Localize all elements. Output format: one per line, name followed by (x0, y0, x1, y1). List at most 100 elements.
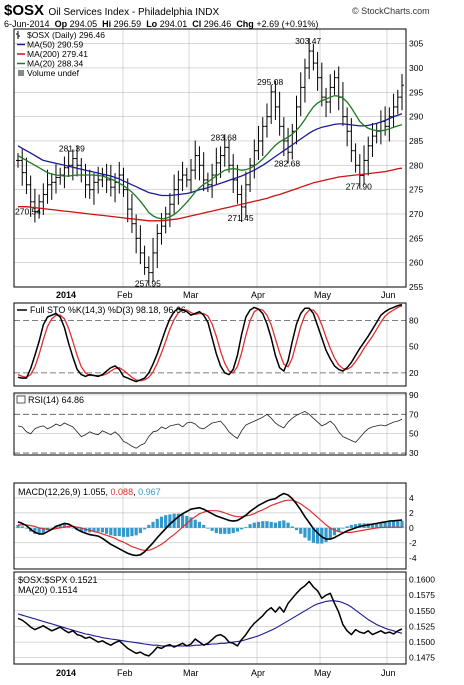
macd-hist-bar (244, 527, 248, 528)
ma20-legend-label: MA(20) 288.34 (27, 59, 83, 69)
macd-hist-bar (324, 527, 328, 543)
macd-hist-bar (375, 523, 379, 528)
price-annotation: 271.45 (228, 213, 254, 223)
macd-hist-bar (311, 527, 315, 543)
ma50-line (17, 113, 403, 197)
macd-hist-bar (92, 527, 96, 532)
rsi-panel (13, 392, 407, 456)
macd-hist-bar (105, 527, 109, 534)
macd-hist-bar (303, 527, 307, 538)
macd-hist-bar (71, 527, 75, 529)
x-tick-label: 2014 (56, 668, 76, 678)
y-tick-label: 265 (409, 233, 423, 243)
price-annotation: 283.68 (211, 132, 237, 142)
price-annotation: 303.47 (295, 36, 321, 46)
macd-hist-bar (240, 527, 244, 530)
macd-hist-value: 0.967 (138, 487, 161, 497)
x-tick-label: May (314, 290, 332, 300)
index-name: Oil Services Index - Philadelphia INDX (48, 7, 220, 18)
macd-hist-bar (286, 522, 290, 528)
macd-hist-bar (328, 527, 332, 540)
macd-hist-bar (202, 524, 206, 528)
macd-hist-bar (256, 521, 261, 528)
macd-hist-bar (261, 521, 265, 528)
macd-hist-bar (58, 524, 62, 528)
macd-hist-bar (387, 521, 391, 528)
macd-hist-bar (206, 527, 210, 529)
macd-hist-bar (79, 527, 83, 532)
macd-hist-bar (273, 522, 278, 528)
x-tick-label: Jun (381, 668, 396, 678)
macd-hist-bar (126, 527, 130, 537)
macd-hist-bar (176, 513, 180, 528)
macd-hist-bar (180, 514, 185, 528)
y-tick-label: 0.1575 (409, 590, 435, 600)
y-tick-label: 260 (409, 258, 423, 268)
ma20-line (17, 95, 403, 220)
price-legend-label: $OSX (Daily) 296.46 (27, 30, 105, 40)
macd-hist-bar (349, 524, 353, 528)
macd-hist-bar (164, 515, 168, 528)
macd-hist-bar (117, 527, 121, 537)
macd-title: MACD(12,26,9) 1.055, 0.088, 0.967 (18, 487, 161, 497)
macd-hist-bar (370, 523, 375, 528)
macd-hist-bar (332, 527, 337, 536)
macd-hist-bar (214, 527, 218, 534)
macd-comma: , (133, 487, 138, 497)
macd-hist-bar (218, 527, 223, 534)
macd-hist-bar (383, 522, 387, 528)
y-tick-label: 295 (409, 87, 423, 97)
macd-title-main: MACD(12,26,9) 1.055, (18, 487, 111, 497)
ratio-legend-label: $OSX:$SPX 0.1521 (18, 575, 98, 585)
macd-hist-bar (379, 523, 383, 528)
macd-signal-line (18, 499, 402, 551)
macd-hist-bar (193, 519, 197, 528)
macd-hist-bar (142, 527, 147, 530)
macd-hist-bar (223, 527, 227, 534)
x-tick-label: Jun (381, 290, 396, 300)
macd-hist-bar (189, 517, 193, 528)
low-value: 294.01 (159, 19, 188, 29)
macd-hist-bar (210, 527, 214, 531)
chart-header-title: $OSX Oil Services Index - Philadelphia I… (4, 2, 219, 20)
price-annotation: 295.08 (257, 77, 283, 87)
macd-hist-bar (227, 527, 231, 534)
y-tick-label: 305 (409, 39, 423, 49)
macd-hist-bar (248, 524, 252, 528)
macd-hist-bar (278, 521, 282, 528)
y-tick-label: 50 (409, 429, 419, 439)
macd-hist-bar (155, 518, 159, 528)
macd-hist-bar (400, 520, 404, 528)
macd-hist-bar (109, 527, 113, 536)
macd-hist-bar (231, 527, 235, 534)
y-tick-label: 290 (409, 112, 423, 122)
macd-signal-value: 0.088 (111, 487, 134, 497)
y-tick-label: 0.1525 (409, 621, 435, 631)
ratio-line (17, 580, 403, 657)
macd-hist-bar (197, 521, 202, 528)
macd-hist-bar (159, 516, 164, 528)
macd-hist-bar (33, 527, 37, 534)
close-value: 296.46 (203, 19, 232, 29)
high-label: Hi (102, 19, 112, 29)
macd-hist-bar (235, 527, 240, 532)
change-label: Chg (236, 19, 254, 29)
y-tick-label: -4 (409, 553, 417, 563)
macd-histogram (16, 513, 404, 544)
macd-hist-bar (252, 522, 256, 528)
change-value: +2.69 (+0.91%) (256, 19, 319, 29)
macd-hist-bar (147, 524, 151, 528)
ratio-panel (13, 571, 407, 665)
stochastic-panel (13, 302, 407, 387)
macd-hist-bar (269, 521, 273, 528)
sto-title: Full STO %K(14,3) %D(3) 98.18, 96.66 (30, 305, 186, 315)
ratio-ma-legend-label: MA(20) 0.1514 (18, 585, 78, 595)
ma200-legend-label: MA(200) 279.41 (27, 49, 88, 59)
ma50-legend-label: MA(50) 290.59 (27, 40, 83, 50)
volume-legend-label: Volume undef (27, 68, 80, 78)
y-tick-label: 80 (409, 315, 419, 325)
y-tick-label: 0.1600 (409, 575, 435, 585)
macd-hist-bar (50, 527, 54, 529)
y-tick-label: 20 (409, 368, 419, 378)
